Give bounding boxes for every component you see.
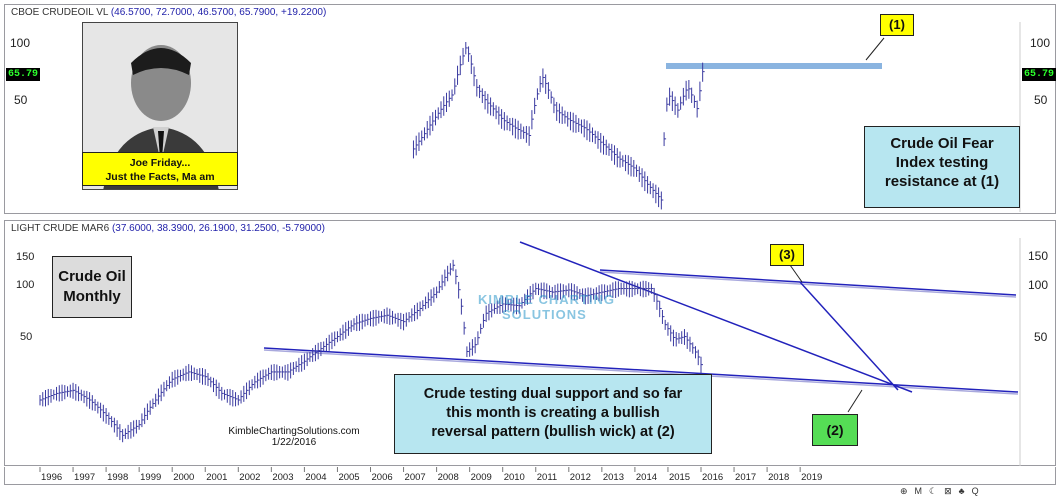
- year-label-1998: 1998: [107, 472, 128, 483]
- photo-caption: Joe Friday... Just the Facts, Ma am: [82, 152, 238, 186]
- toolbar-theme-icon[interactable]: ☾: [929, 485, 938, 496]
- credit: KimbleChartingSolutions.com 1/22/2016: [214, 426, 374, 448]
- price-tag-left: 65.79: [6, 68, 41, 81]
- toolbar-zoom-icon[interactable]: ⊕: [900, 485, 908, 496]
- bottom-y-tick-left-50: 50: [20, 331, 32, 343]
- watermark-line2: SOLUTIONS: [502, 307, 587, 322]
- trendline-upper-resistance: [599, 269, 1017, 296]
- bottom-series-bars: [39, 259, 703, 443]
- year-label-2009: 2009: [471, 472, 492, 483]
- year-label-2015: 2015: [669, 472, 690, 483]
- year-label-1997: 1997: [74, 472, 95, 483]
- year-label-2005: 2005: [338, 472, 359, 483]
- callout-label-2: (2): [812, 414, 858, 446]
- chart-toolbar: ⊕ M ☾ ⊠ ♣ Q: [900, 484, 1056, 498]
- year-label-2018: 2018: [768, 472, 789, 483]
- pointer-3: [789, 264, 803, 283]
- year-label-2014: 2014: [636, 472, 657, 483]
- bottom-y-tick-right-100: 100: [1028, 278, 1048, 292]
- year-label-2017: 2017: [735, 472, 756, 483]
- x-axis-years: 1996 1997 1998 1999 2000 2001 2002 2003 2004 2005…: [39, 467, 822, 483]
- callout-label-1: (1): [880, 14, 914, 36]
- year-label-2004: 2004: [305, 472, 326, 483]
- top-symbol: CBOE CRUDEOIL VL: [11, 7, 109, 18]
- year-label-2013: 2013: [603, 472, 624, 483]
- bottom-panel-header: LIGHT CRUDE MAR6 (37.6000, 38.3900, 26.1…: [11, 223, 325, 234]
- watermark-logo: KIMBLE CHARTING SOLUTIONS: [478, 292, 648, 324]
- crude-monthly-line2: Monthly: [63, 288, 121, 305]
- resistance-band: [666, 63, 882, 69]
- bottom-y-tick-left-150: 150: [16, 251, 34, 263]
- year-label-2016: 2016: [702, 472, 723, 483]
- callout-fear-index: Crude Oil Fear Index testing resistance …: [864, 126, 1020, 208]
- callout-fear-line1: Crude Oil Fear: [890, 135, 994, 152]
- callout-crude-monthly: Crude Oil Monthly: [52, 256, 132, 318]
- trendline-lower-support-shadow: [263, 349, 1019, 395]
- bottom-symbol: LIGHT CRUDE MAR6: [11, 223, 110, 234]
- year-label-2008: 2008: [438, 472, 459, 483]
- top-y-tick-left-50: 50: [14, 93, 28, 107]
- top-params: (46.5700, 72.7000, 46.5700, 65.7900, +19…: [110, 7, 327, 18]
- year-label-2002: 2002: [239, 472, 260, 483]
- year-label-2007: 2007: [405, 472, 426, 483]
- top-y-tick-left-100: 100: [10, 36, 30, 50]
- bottom-y-axis: 150 100 50 150 100 50: [16, 238, 1048, 466]
- year-label-2011: 2011: [537, 472, 557, 483]
- bottom-y-tick-right-50: 50: [1034, 330, 1048, 344]
- toolbar-grid-icon[interactable]: ⊠: [944, 485, 952, 496]
- year-label-1999: 1999: [140, 472, 161, 483]
- year-label-2003: 2003: [272, 472, 293, 483]
- year-label-2012: 2012: [570, 472, 591, 483]
- toolbar-search-icon[interactable]: Q: [971, 486, 979, 496]
- bottom-y-tick-left-100: 100: [16, 279, 34, 291]
- photo-caption-line1: Joe Friday...: [129, 157, 191, 169]
- toolbar-indicator-icon[interactable]: ♣: [958, 486, 965, 496]
- top-series-bars: [412, 41, 705, 210]
- photo-caption-line2: Just the Facts, Ma am: [105, 171, 215, 183]
- credit-line1: KimbleChartingSolutions.com: [228, 426, 360, 437]
- pointer-2: [847, 389, 863, 413]
- price-tag-right: 65.79: [1022, 68, 1057, 81]
- dual-support-line1: Crude testing dual support and so far: [423, 386, 683, 402]
- credit-line2: 1/22/2016: [271, 437, 317, 448]
- crude-monthly-line1: Crude Oil: [58, 268, 126, 285]
- bottom-params: (37.6000, 38.3900, 26.1900, 31.2500, -5.…: [111, 223, 325, 234]
- top-y-axis: 100 50 100 50: [10, 22, 1050, 212]
- trendline-falling-channel: [519, 241, 913, 393]
- dual-support-line2: this month is creating a bullish: [446, 405, 660, 421]
- trendline-upper-resistance-shadow: [599, 271, 1017, 298]
- bottom-y-tick-right-150: 150: [1028, 249, 1048, 263]
- top-panel-header: CBOE CRUDEOIL VL (46.5700, 72.7000, 46.5…: [11, 7, 326, 18]
- year-label-2010: 2010: [504, 472, 525, 483]
- callout-fear-line2: Index testing: [895, 154, 989, 171]
- trendline-steep-decline: [799, 281, 899, 391]
- toolbar-month-button[interactable]: M: [914, 486, 923, 496]
- year-label-2001: 2001: [206, 472, 227, 483]
- year-label-2019: 2019: [801, 472, 822, 483]
- callout-fear-line3: resistance at (1): [884, 173, 1000, 190]
- year-label-2006: 2006: [372, 472, 393, 483]
- callout-label-3: (3): [770, 244, 804, 266]
- top-y-tick-right-50: 50: [1034, 93, 1048, 107]
- year-label-2000: 2000: [173, 472, 194, 483]
- x-axis-strip: [4, 467, 1056, 485]
- pointer-1: [865, 37, 885, 61]
- top-y-tick-right-100: 100: [1030, 36, 1050, 50]
- year-label-1996: 1996: [41, 472, 62, 483]
- callout-dual-support: Crude testing dual support and so far th…: [394, 374, 712, 454]
- watermark-line1: KIMBLE CHARTING: [478, 292, 616, 307]
- dual-support-line3: reversal pattern (bullish wick) at (2): [431, 424, 675, 440]
